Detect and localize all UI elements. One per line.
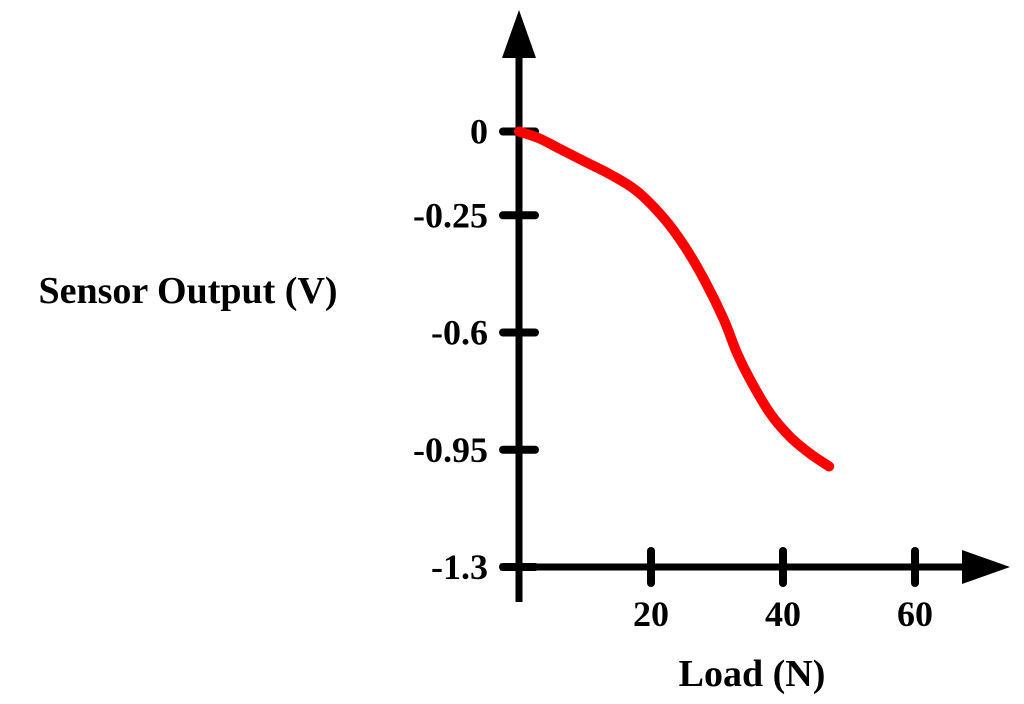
- y-tick-label: -0.25: [413, 195, 488, 235]
- y-tick-label: -0.95: [413, 430, 488, 470]
- data-series: [514, 126, 835, 472]
- x-tick-label: 60: [897, 594, 933, 634]
- x-axis-label: Load (N): [679, 653, 826, 695]
- series-line: [514, 126, 835, 472]
- y-tick-label: 0: [470, 112, 488, 152]
- y-axis-label: Sensor Output (V): [38, 270, 337, 312]
- axes: [500, 10, 1010, 602]
- y-tick-label: -1.3: [431, 547, 488, 587]
- ticks: 0 -0.25 -0.6 -0.95 -1.3 20 40 60: [413, 112, 933, 635]
- x-axis-arrow: [962, 550, 1010, 584]
- x-tick-label: 40: [765, 594, 801, 634]
- y-axis-arrow: [502, 10, 536, 58]
- y-tick-label: -0.6: [431, 313, 488, 353]
- x-tick-label: 20: [633, 594, 669, 634]
